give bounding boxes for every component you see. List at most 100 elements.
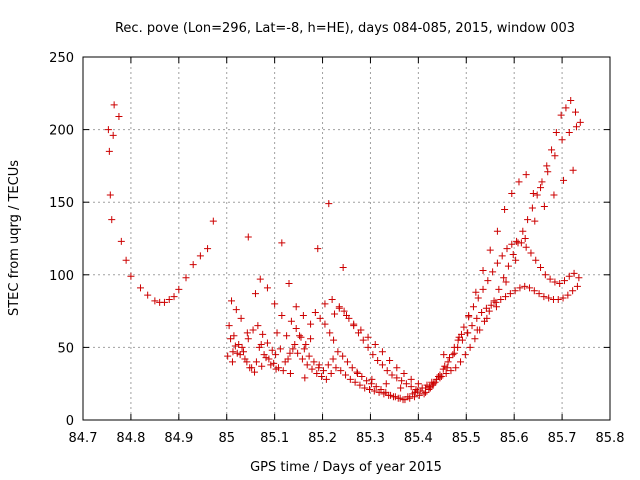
data-point (454, 343, 462, 351)
data-point (237, 314, 245, 322)
data-point (302, 340, 310, 348)
data-point (227, 335, 235, 343)
data-point (464, 329, 472, 337)
data-point (402, 380, 410, 388)
data-point (472, 288, 480, 296)
data-point (374, 356, 382, 364)
data-point (474, 294, 482, 302)
y-tick-label: 100 (49, 269, 74, 284)
data-point (244, 233, 252, 241)
data-point (440, 351, 448, 359)
data-point (388, 371, 396, 379)
data-point (263, 284, 271, 292)
data-point (411, 388, 419, 396)
data-point (378, 348, 386, 356)
data-point (554, 295, 562, 303)
data-point (560, 277, 568, 285)
axis-tick-labels: 84.7 84.8 84.9 85 85.1 85.2 85.3 85.4 85.5 85.6 85… (49, 51, 624, 446)
data-point (151, 297, 159, 305)
data-point (196, 252, 204, 260)
y-tick-label: 150 (49, 196, 74, 211)
data-point (204, 245, 212, 253)
data-point (371, 340, 379, 348)
data-point (326, 329, 334, 337)
data-point (334, 348, 342, 356)
data-point (337, 367, 345, 375)
data-point (358, 372, 366, 380)
x-tick-label: 85.1 (260, 431, 289, 446)
data-point (278, 311, 286, 319)
data-point (454, 336, 462, 344)
data-point (127, 272, 135, 280)
data-point (283, 332, 291, 340)
data-point (562, 104, 570, 112)
data-point (572, 123, 580, 131)
y-tick-label: 0 (66, 414, 74, 429)
data-point (437, 372, 445, 380)
data-point (224, 352, 232, 360)
data-point (527, 249, 535, 257)
data-point (287, 317, 295, 325)
data-point (414, 380, 422, 388)
data-point (307, 335, 315, 343)
data-point (522, 243, 530, 251)
data-point (500, 274, 508, 282)
data-point (321, 320, 329, 328)
data-point (297, 333, 305, 341)
data-point (272, 365, 280, 373)
y-axis-label: STEC from uqrg / TECUs (7, 160, 22, 316)
data-point (473, 326, 481, 334)
data-point (569, 166, 577, 174)
data-point (521, 235, 529, 242)
data-point (538, 178, 546, 186)
data-point (236, 351, 244, 359)
data-point (540, 203, 548, 211)
data-point (313, 370, 321, 378)
data-point (569, 287, 577, 295)
y-tick-label: 50 (57, 341, 74, 356)
data-point (369, 351, 377, 359)
data-point (343, 358, 351, 366)
data-point (573, 282, 581, 290)
data-point (489, 268, 497, 276)
data-point (484, 277, 492, 285)
data-point (229, 348, 237, 356)
data-point (307, 320, 315, 328)
data-point (486, 246, 494, 254)
data-point (238, 343, 246, 351)
data-point (382, 380, 390, 388)
data-point (325, 200, 333, 208)
data-point (380, 390, 388, 398)
data-point (557, 111, 565, 119)
data-point (292, 325, 300, 333)
data-point (365, 386, 373, 394)
data-point (270, 359, 278, 367)
data-point (393, 374, 401, 382)
x-tick-label: 85.3 (356, 431, 385, 446)
data-point (239, 348, 247, 356)
data-point (502, 278, 510, 286)
data-point (400, 370, 408, 378)
data-point (441, 362, 449, 370)
data-point (291, 340, 299, 348)
data-point (530, 287, 538, 295)
data-point (370, 387, 378, 395)
data-point (550, 191, 558, 199)
data-point (375, 388, 383, 396)
data-point (108, 216, 116, 224)
data-point (532, 256, 540, 264)
data-point (501, 205, 509, 213)
data-point (516, 284, 524, 292)
data-point (251, 368, 259, 376)
data-point (521, 282, 529, 290)
data-point (556, 280, 564, 288)
data-point (575, 274, 583, 282)
data-point (260, 351, 268, 359)
data-point (540, 293, 548, 301)
data-point (278, 239, 286, 247)
data-point (350, 322, 358, 330)
data-point (318, 372, 326, 380)
data-point (531, 217, 539, 225)
data-point (460, 323, 468, 331)
data-point (339, 264, 347, 272)
